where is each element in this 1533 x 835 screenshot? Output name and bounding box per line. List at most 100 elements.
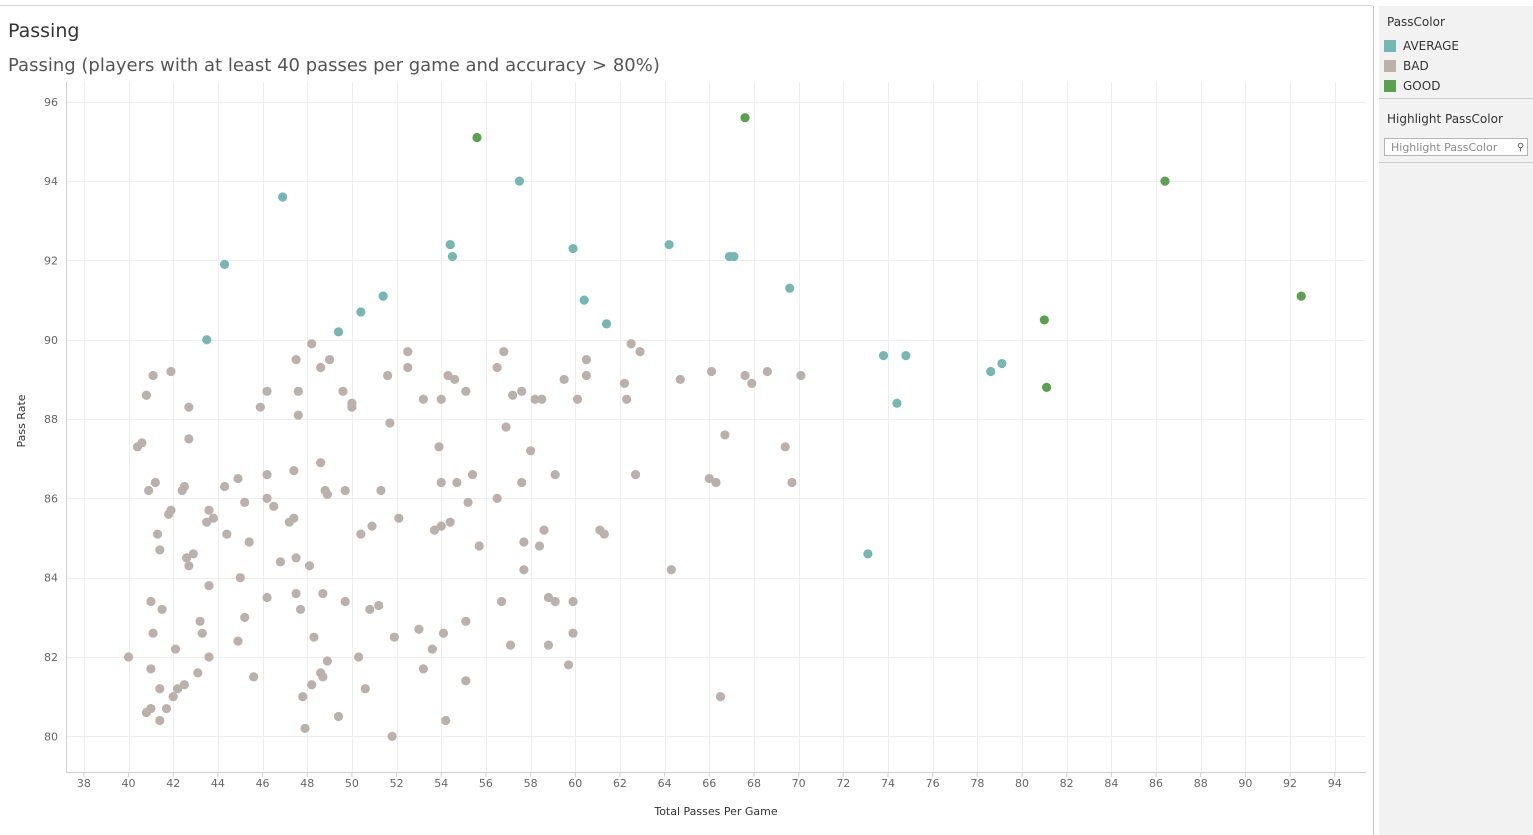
- data-point-bad[interactable]: [505, 640, 516, 650]
- data-point-bad[interactable]: [161, 703, 172, 714]
- data-point-bad[interactable]: [429, 525, 440, 535]
- data-point-bad[interactable]: [141, 390, 152, 400]
- data-point-bad[interactable]: [530, 394, 540, 404]
- data-point-bad[interactable]: [360, 684, 370, 694]
- data-point-bad[interactable]: [376, 485, 386, 496]
- data-point-bad[interactable]: [235, 573, 245, 583]
- data-point-bad[interactable]: [356, 529, 366, 539]
- data-point-bad[interactable]: [195, 616, 205, 626]
- data-point-bad[interactable]: [240, 497, 250, 507]
- data-point-bad[interactable]: [414, 624, 424, 634]
- data-point-bad[interactable]: [436, 521, 446, 531]
- data-point-good[interactable]: [1041, 382, 1052, 392]
- data-point-bad[interactable]: [383, 370, 393, 381]
- data-point-bad[interactable]: [291, 553, 301, 563]
- data-point-bad[interactable]: [519, 537, 529, 547]
- data-point-bad[interactable]: [517, 477, 527, 488]
- search-icon[interactable]: ⚲: [1517, 141, 1525, 153]
- data-point-bad[interactable]: [269, 501, 279, 511]
- data-point-bad[interactable]: [387, 731, 397, 741]
- data-point-bad[interactable]: [137, 438, 147, 448]
- data-point-average[interactable]: [901, 351, 911, 361]
- data-point-bad[interactable]: [170, 644, 181, 654]
- data-point-bad[interactable]: [182, 553, 192, 563]
- data-point-good[interactable]: [1039, 315, 1049, 325]
- data-point-bad[interactable]: [463, 497, 473, 507]
- data-point-bad[interactable]: [568, 596, 578, 607]
- data-point-bad[interactable]: [443, 370, 453, 381]
- data-point-bad[interactable]: [796, 370, 806, 381]
- data-point-average[interactable]: [378, 291, 388, 301]
- data-point-bad[interactable]: [347, 402, 357, 412]
- data-point-bad[interactable]: [720, 430, 730, 440]
- data-point-average[interactable]: [333, 327, 344, 337]
- data-point-bad[interactable]: [539, 525, 549, 535]
- data-point-bad[interactable]: [148, 628, 158, 638]
- data-point-average[interactable]: [445, 239, 455, 250]
- data-point-bad[interactable]: [204, 505, 214, 515]
- legend-item-good[interactable]: GOOD: [1384, 79, 1440, 93]
- data-point-bad[interactable]: [184, 402, 194, 412]
- data-point-bad[interactable]: [168, 692, 178, 702]
- highlight-search-box[interactable]: ⚲: [1384, 138, 1528, 156]
- data-point-bad[interactable]: [711, 477, 721, 488]
- data-point-average[interactable]: [356, 307, 366, 317]
- data-point-bad[interactable]: [249, 672, 259, 682]
- data-point-bad[interactable]: [333, 711, 344, 722]
- data-point-bad[interactable]: [675, 374, 685, 385]
- data-point-bad[interactable]: [340, 485, 350, 496]
- data-point-average[interactable]: [601, 319, 612, 329]
- data-point-bad[interactable]: [318, 672, 328, 682]
- data-point-bad[interactable]: [293, 386, 303, 396]
- data-point-bad[interactable]: [389, 632, 399, 642]
- data-point-bad[interactable]: [559, 374, 569, 385]
- data-point-bad[interactable]: [474, 541, 484, 551]
- data-point-bad[interactable]: [619, 378, 630, 388]
- data-point-bad[interactable]: [787, 477, 797, 488]
- data-point-bad[interactable]: [499, 347, 509, 357]
- data-point-bad[interactable]: [354, 652, 364, 662]
- data-point-bad[interactable]: [262, 469, 272, 480]
- data-point-bad[interactable]: [526, 446, 536, 456]
- data-point-bad[interactable]: [289, 466, 299, 476]
- data-point-bad[interactable]: [340, 596, 350, 607]
- data-point-bad[interactable]: [434, 442, 444, 452]
- data-point-bad[interactable]: [316, 362, 326, 373]
- data-point-bad[interactable]: [179, 680, 189, 690]
- data-point-bad[interactable]: [157, 604, 167, 615]
- data-point-bad[interactable]: [307, 339, 317, 349]
- data-point-good[interactable]: [1296, 291, 1306, 301]
- data-point-bad[interactable]: [635, 347, 645, 357]
- data-point-average[interactable]: [878, 351, 889, 361]
- data-point-average[interactable]: [892, 398, 902, 408]
- data-point-bad[interactable]: [450, 374, 460, 385]
- data-point-bad[interactable]: [184, 561, 194, 571]
- legend-item-bad[interactable]: BAD: [1384, 59, 1429, 73]
- data-point-bad[interactable]: [244, 537, 254, 547]
- data-point-bad[interactable]: [365, 604, 375, 615]
- data-point-bad[interactable]: [581, 354, 592, 365]
- data-point-bad[interactable]: [438, 628, 449, 638]
- data-point-bad[interactable]: [146, 703, 156, 714]
- data-point-bad[interactable]: [202, 517, 212, 527]
- data-point-bad[interactable]: [492, 362, 502, 373]
- data-point-average[interactable]: [219, 259, 230, 270]
- data-point-bad[interactable]: [550, 596, 560, 607]
- data-point-average[interactable]: [514, 176, 525, 186]
- data-point-bad[interactable]: [150, 477, 160, 488]
- data-point-bad[interactable]: [304, 561, 315, 571]
- data-point-bad[interactable]: [626, 339, 636, 349]
- data-point-bad[interactable]: [572, 394, 583, 404]
- data-point-bad[interactable]: [255, 402, 265, 412]
- data-point-bad[interactable]: [291, 588, 301, 599]
- data-point-bad[interactable]: [452, 477, 462, 488]
- data-point-bad[interactable]: [289, 513, 299, 523]
- data-point-bad[interactable]: [309, 632, 319, 642]
- data-point-bad[interactable]: [436, 394, 446, 404]
- data-point-bad[interactable]: [184, 434, 194, 444]
- data-point-average[interactable]: [579, 295, 589, 305]
- data-point-bad[interactable]: [762, 366, 772, 377]
- data-point-bad[interactable]: [441, 715, 451, 726]
- data-point-bad[interactable]: [568, 628, 578, 638]
- data-point-bad[interactable]: [403, 347, 413, 357]
